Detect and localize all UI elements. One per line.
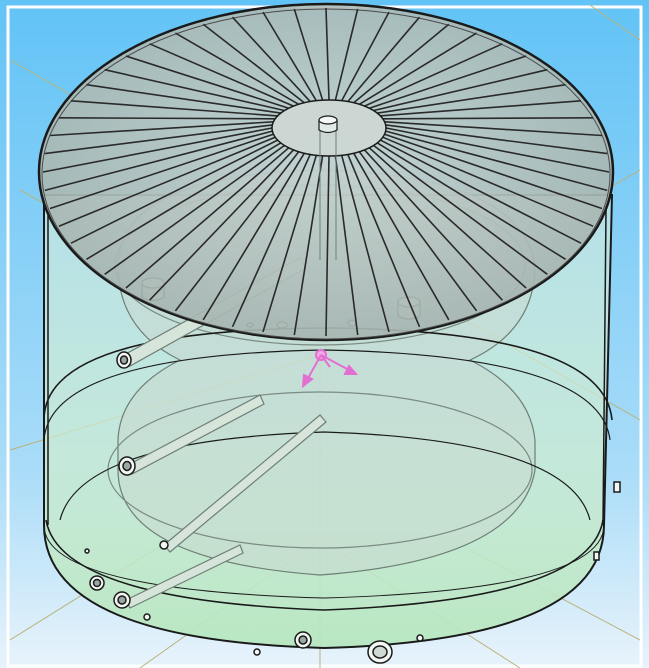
lid-assembly	[39, 4, 613, 340]
hub-pipe-cap	[319, 116, 337, 124]
nozzle	[144, 614, 150, 620]
lid-spoke	[59, 118, 275, 119]
side-bracket	[614, 482, 620, 492]
nozzle	[123, 462, 131, 471]
side-bracket	[594, 552, 599, 560]
lid-spoke	[383, 118, 593, 119]
nozzle	[417, 635, 423, 641]
nozzle	[94, 580, 101, 587]
nozzle	[299, 636, 307, 644]
nozzle	[85, 549, 89, 553]
nozzle	[160, 541, 168, 549]
nozzle	[121, 356, 128, 364]
nozzle	[254, 649, 260, 655]
nozzle	[118, 596, 126, 604]
nozzle	[373, 646, 387, 658]
